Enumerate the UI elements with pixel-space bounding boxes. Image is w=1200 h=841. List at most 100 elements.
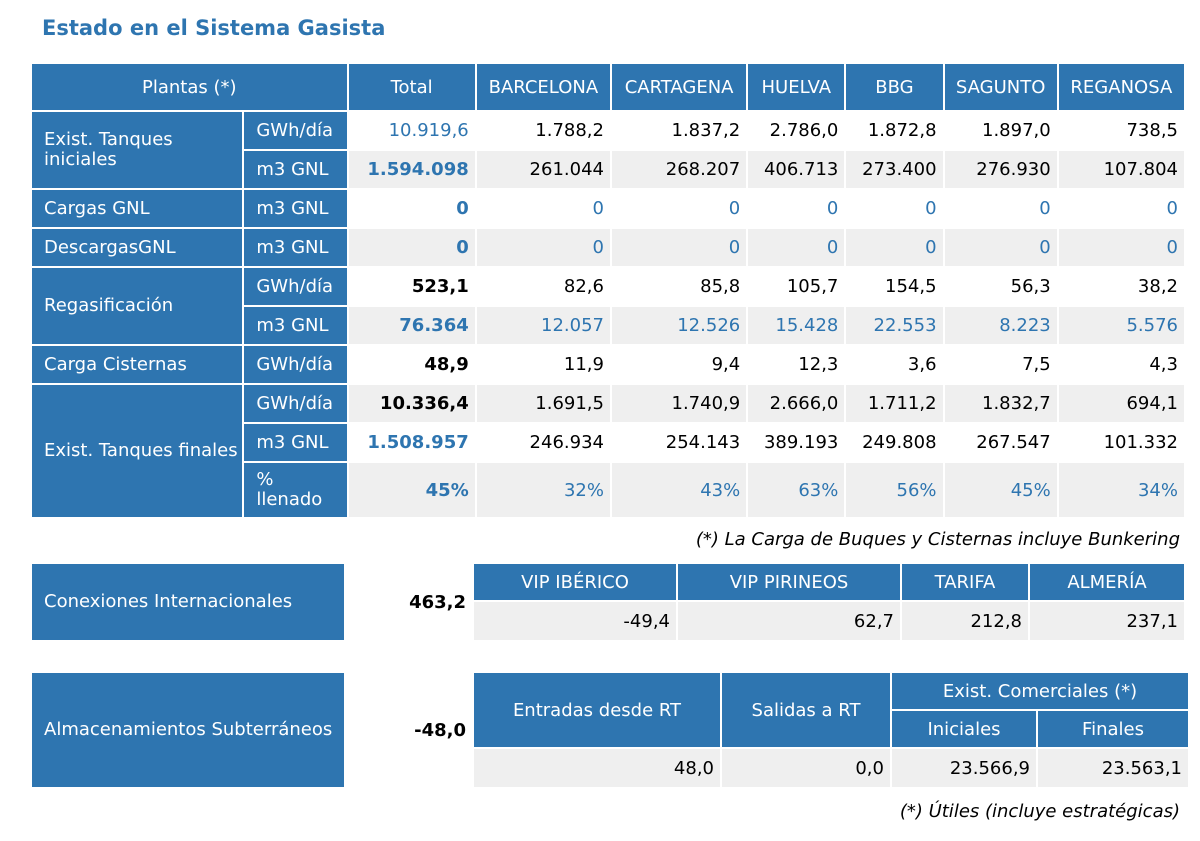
value-cell: 82,6 <box>476 268 610 305</box>
value-cell: 15.428 <box>748 307 845 344</box>
value-cell: 0 <box>748 229 845 266</box>
total-cell: 10.919,6 <box>348 112 475 149</box>
value-cell: 237,1 <box>1030 602 1184 640</box>
value-cell: 246.934 <box>476 424 610 461</box>
value-cell: 2.666,0 <box>748 385 845 422</box>
value-cell: 45% <box>944 463 1057 517</box>
table-row: DescargasGNL m3 GNL 0 0 0 0 0 0 0 <box>32 229 1184 266</box>
value-cell: 267.547 <box>944 424 1057 461</box>
header-reganosa: REGANOSA <box>1058 64 1184 110</box>
value-cell: 261.044 <box>476 151 610 188</box>
value-cell: 1.897,0 <box>944 112 1057 149</box>
storage-note: (*) Útiles (incluye estratégicas) <box>899 801 1180 822</box>
value-cell: 101.332 <box>1058 424 1184 461</box>
row-label-carga-cisternas: Carga Cisternas <box>32 346 243 383</box>
value-cell: 389.193 <box>748 424 845 461</box>
value-cell: 5.576 <box>1058 307 1184 344</box>
total-cell: 45% <box>348 463 475 517</box>
value-cell: 212,8 <box>902 602 1028 640</box>
storage-label: Almacenamientos Subterráneos <box>32 673 344 787</box>
page-title: Estado en el Sistema Gasista <box>42 16 386 40</box>
row-label-regasificacion: Regasificación <box>32 268 243 344</box>
header-entradas: Entradas desde RT <box>474 673 720 747</box>
row-unit: m3 GNL <box>244 424 347 461</box>
value-cell: 12.057 <box>476 307 610 344</box>
value-cell: -49,4 <box>474 602 676 640</box>
value-cell: 0 <box>846 229 943 266</box>
value-cell: 3,6 <box>846 346 943 383</box>
row-label-exist-finales: Exist. Tanques finales <box>32 385 243 517</box>
value-cell: 12,3 <box>748 346 845 383</box>
value-cell: 1.788,2 <box>476 112 610 149</box>
value-cell: 43% <box>611 463 747 517</box>
value-cell: 0 <box>476 190 610 227</box>
value-cell: 9,4 <box>611 346 747 383</box>
value-cell: 0 <box>1058 229 1184 266</box>
value-cell: 1.872,8 <box>846 112 943 149</box>
row-unit: m3 GNL <box>244 190 347 227</box>
header-total: Total <box>348 64 475 110</box>
row-unit: GWh/día <box>244 268 347 305</box>
total-cell: 0 <box>348 190 475 227</box>
value-cell: 249.808 <box>846 424 943 461</box>
row-unit: GWh/día <box>244 385 347 422</box>
value-cell: 268.207 <box>611 151 747 188</box>
storage-total: -48,0 <box>346 673 472 787</box>
header-tarifa: TARIFA <box>902 564 1028 600</box>
value-cell: 62,7 <box>678 602 900 640</box>
value-cell: 0 <box>944 229 1057 266</box>
header-vip-iberico: VIP IBÉRICO <box>474 564 676 600</box>
value-cell: 63% <box>748 463 845 517</box>
value-cell: 694,1 <box>1058 385 1184 422</box>
value-cell: 0 <box>846 190 943 227</box>
value-cell: 1.691,5 <box>476 385 610 422</box>
table-row: Carga Cisternas GWh/día 48,9 11,9 9,4 12… <box>32 346 1184 383</box>
value-cell: 32% <box>476 463 610 517</box>
value-cell: 105,7 <box>748 268 845 305</box>
value-cell: 2.786,0 <box>748 112 845 149</box>
value-cell: 0 <box>1058 190 1184 227</box>
total-cell: 48,9 <box>348 346 475 383</box>
value-cell: 0 <box>611 190 747 227</box>
value-cell: 11,9 <box>476 346 610 383</box>
header-almeria: ALMERÍA <box>1030 564 1184 600</box>
row-unit: GWh/día <box>244 346 347 383</box>
total-cell: 1.508.957 <box>348 424 475 461</box>
value-cell: 4,3 <box>1058 346 1184 383</box>
table-row: Exist. Tanques finales GWh/día 10.336,4 … <box>32 385 1184 517</box>
value-cell: 273.400 <box>846 151 943 188</box>
header-exist-comerciales: Exist. Comerciales (*) <box>892 673 1188 709</box>
row-unit: m3 GNL <box>244 229 347 266</box>
value-cell: 7,5 <box>944 346 1057 383</box>
value-cell: 254.143 <box>611 424 747 461</box>
header-plantas: Plantas (*) <box>32 64 347 110</box>
value-cell: 34% <box>1058 463 1184 517</box>
value-cell: 1.837,2 <box>611 112 747 149</box>
row-label-exist-iniciales: Exist. Tanques iniciales <box>32 112 243 188</box>
row-unit: GWh/día <box>244 112 347 149</box>
table-row: m3 GNL 1.594.098 261.044 268.207 406.713… <box>32 151 1184 188</box>
total-cell: 1.594.098 <box>348 151 475 188</box>
header-salidas: Salidas a RT <box>722 673 890 747</box>
value-cell: 23.566,9 <box>892 749 1036 787</box>
value-cell: 8.223 <box>944 307 1057 344</box>
value-cell: 1.740,9 <box>611 385 747 422</box>
header-vip-pirineos: VIP PIRINEOS <box>678 564 900 600</box>
table-row: Regasificación GWh/día 523,1 82,6 85,8 1… <box>32 268 1184 344</box>
header-bbg: BBG <box>846 64 943 110</box>
header-finales: Finales <box>1038 711 1188 747</box>
value-cell: 56% <box>846 463 943 517</box>
value-cell: 738,5 <box>1058 112 1184 149</box>
value-cell: 154,5 <box>846 268 943 305</box>
value-cell: 406.713 <box>748 151 845 188</box>
value-cell: 85,8 <box>611 268 747 305</box>
value-cell: 0 <box>944 190 1057 227</box>
row-unit: m3 GNL <box>244 307 347 344</box>
plants-table: Plantas (*) Total BARCELONA CARTAGENA HU… <box>30 62 1186 519</box>
total-cell: 10.336,4 <box>348 385 475 422</box>
value-cell: 0,0 <box>722 749 890 787</box>
value-cell: 38,2 <box>1058 268 1184 305</box>
value-cell: 12.526 <box>611 307 747 344</box>
table-row: % llenado 45% 32% 43% 63% 56% 45% 34% <box>32 463 1184 517</box>
value-cell: 48,0 <box>474 749 720 787</box>
